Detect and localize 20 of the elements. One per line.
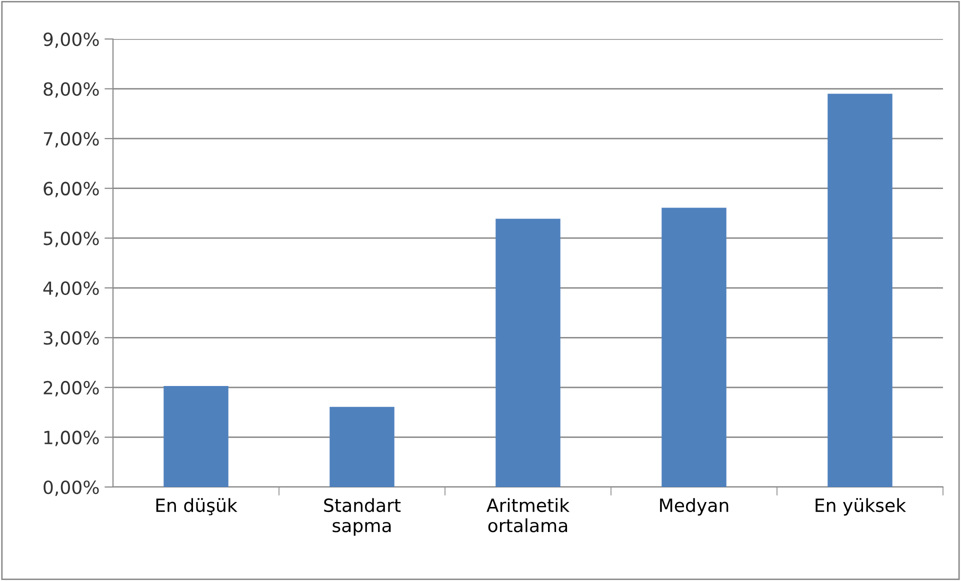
- y-tick-label: 6,00%: [44, 182, 99, 198]
- x-tick-label: En düşük: [156, 498, 238, 516]
- bar: [662, 208, 726, 487]
- x-tick-label: Standart sapma: [324, 498, 401, 536]
- y-tick-label: 3,00%: [44, 331, 99, 347]
- y-tick-label: 1,00%: [44, 430, 99, 446]
- y-tick-label: 2,00%: [44, 380, 99, 396]
- bar: [828, 94, 892, 487]
- bar: [164, 386, 228, 487]
- y-tick-label: 9,00%: [44, 32, 99, 48]
- y-tick-label: 4,00%: [43, 281, 99, 297]
- y-tick-label: 0,00%: [44, 480, 99, 496]
- y-tick-label: 5,00%: [44, 232, 99, 248]
- bar: [330, 406, 394, 487]
- y-tick-label: 8,00%: [44, 82, 99, 98]
- x-tick-label: Aritmetik ortalama: [486, 498, 570, 532]
- bar: [496, 218, 560, 487]
- x-tick-label: En yüksek: [816, 498, 906, 516]
- y-tick-label: 7,00%: [44, 132, 99, 148]
- x-tick-label: Medyan: [660, 498, 728, 516]
